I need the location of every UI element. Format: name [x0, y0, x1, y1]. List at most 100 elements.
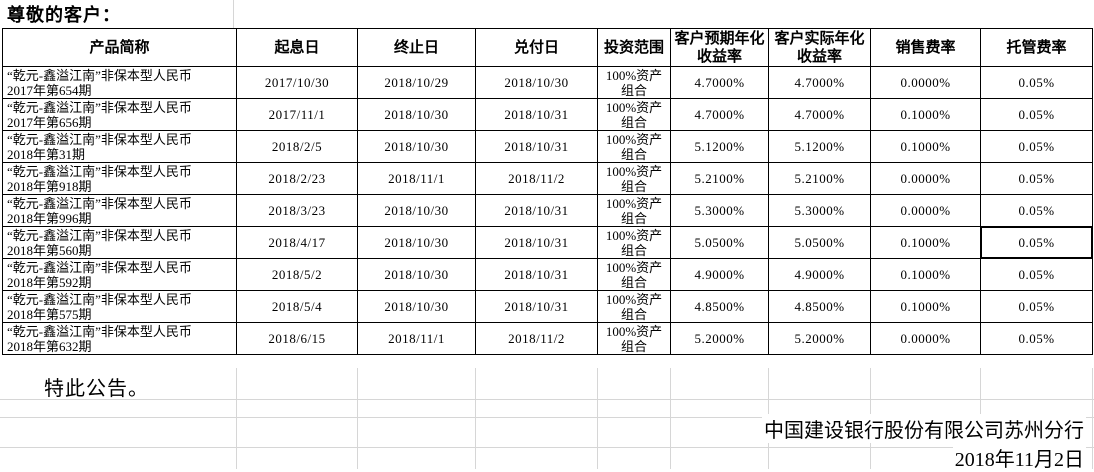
- column-header-expected-yield[interactable]: 客户预期年化收益率: [670, 28, 769, 67]
- actual-yield-cell[interactable]: 5.2000%: [768, 322, 871, 355]
- custody-fee-cell[interactable]: 0.05%: [980, 130, 1093, 163]
- product-name-cell[interactable]: “乾元-鑫溢江南”非保本型人民币 2018年第575期: [2, 290, 237, 323]
- custody-fee-cell[interactable]: 0.05%: [980, 258, 1093, 291]
- column-header-value-date[interactable]: 起息日: [236, 28, 358, 67]
- end-date-cell[interactable]: 2018/10/30: [357, 98, 476, 131]
- actual-yield-cell[interactable]: 4.9000%: [768, 258, 871, 291]
- sales-fee-cell[interactable]: 0.1000%: [870, 98, 981, 131]
- payment-date-cell[interactable]: 2018/10/31: [475, 290, 598, 323]
- investment-scope-cell[interactable]: 100%资产 组合: [597, 194, 671, 227]
- payment-date-cell[interactable]: 2018/10/31: [475, 98, 598, 131]
- sales-fee-cell[interactable]: 0.0000%: [870, 66, 981, 99]
- actual-yield-cell[interactable]: 4.7000%: [768, 66, 871, 99]
- gridline-vertical: [236, 368, 237, 469]
- investment-scope-cell[interactable]: 100%资产 组合: [597, 290, 671, 323]
- sales-fee-cell[interactable]: 0.0000%: [870, 194, 981, 227]
- table-row: “乾元-鑫溢江南”非保本型人民币 2018年第560期 2018/4/17 2018…: [2, 226, 1093, 259]
- column-header-payment-date[interactable]: 兑付日: [475, 28, 598, 67]
- column-header-end-date[interactable]: 终止日: [357, 28, 476, 67]
- end-date-cell[interactable]: 2018/10/29: [357, 66, 476, 99]
- custody-fee-cell[interactable]: 0.05%: [980, 226, 1093, 259]
- custody-fee-cell[interactable]: 0.05%: [980, 162, 1093, 195]
- column-header-sales-fee[interactable]: 销售费率: [870, 28, 981, 67]
- actual-yield-cell[interactable]: 5.1200%: [768, 130, 871, 163]
- value-date-cell[interactable]: 2017/10/30: [236, 66, 358, 99]
- payment-date-cell[interactable]: 2018/11/2: [475, 322, 598, 355]
- issue-date: 2018年11月2日: [952, 443, 1086, 472]
- expected-yield-cell[interactable]: 5.0500%: [670, 226, 769, 259]
- sales-fee-cell[interactable]: 0.0000%: [870, 322, 981, 355]
- end-date-cell[interactable]: 2018/10/30: [357, 226, 476, 259]
- sales-fee-cell[interactable]: 0.1000%: [870, 130, 981, 163]
- payment-date-cell[interactable]: 2018/10/31: [475, 194, 598, 227]
- product-name-cell[interactable]: “乾元-鑫溢江南”非保本型人民币 2017年第654期: [2, 66, 237, 99]
- payment-date-cell[interactable]: 2018/10/31: [475, 130, 598, 163]
- expected-yield-cell[interactable]: 4.9000%: [670, 258, 769, 291]
- investment-scope-cell[interactable]: 100%资产 组合: [597, 162, 671, 195]
- end-date-cell[interactable]: 2018/10/30: [357, 258, 476, 291]
- end-date-cell[interactable]: 2018/10/30: [357, 130, 476, 163]
- product-name-cell[interactable]: “乾元-鑫溢江南”非保本型人民币 2017年第656期: [2, 98, 237, 131]
- gridline-vertical: [597, 368, 598, 469]
- end-date-cell[interactable]: 2018/10/30: [357, 290, 476, 323]
- column-header-custody-fee[interactable]: 托管费率: [980, 28, 1093, 67]
- actual-yield-cell[interactable]: 5.0500%: [768, 226, 871, 259]
- expected-yield-cell[interactable]: 4.8500%: [670, 290, 769, 323]
- investment-scope-cell[interactable]: 100%资产 组合: [597, 66, 671, 99]
- custody-fee-cell[interactable]: 0.05%: [980, 194, 1093, 227]
- column-header-actual-yield[interactable]: 客户实际年化收益率: [768, 28, 871, 67]
- gridline-vertical: [1092, 368, 1093, 469]
- end-date-cell[interactable]: 2018/11/1: [357, 162, 476, 195]
- expected-yield-cell[interactable]: 4.7000%: [670, 98, 769, 131]
- gridline-vertical: [357, 368, 358, 469]
- value-date-cell[interactable]: 2018/5/4: [236, 290, 358, 323]
- actual-yield-cell[interactable]: 5.3000%: [768, 194, 871, 227]
- custody-fee-cell[interactable]: 0.05%: [980, 322, 1093, 355]
- sales-fee-cell[interactable]: 0.1000%: [870, 290, 981, 323]
- sales-fee-cell[interactable]: 0.0000%: [870, 162, 981, 195]
- product-name-cell[interactable]: “乾元-鑫溢江南”非保本型人民币 2018年第592期: [2, 258, 237, 291]
- end-date-cell[interactable]: 2018/10/30: [357, 194, 476, 227]
- column-header-product-name[interactable]: 产品简称: [2, 28, 237, 67]
- investment-scope-cell[interactable]: 100%资产 组合: [597, 322, 671, 355]
- actual-yield-cell[interactable]: 4.7000%: [768, 98, 871, 131]
- investment-scope-cell[interactable]: 100%资产 组合: [597, 130, 671, 163]
- table-row: “乾元-鑫溢江南”非保本型人民币 2017年第654期 2017/10/30 201…: [2, 66, 1093, 99]
- end-date-cell[interactable]: 2018/11/1: [357, 322, 476, 355]
- value-date-cell[interactable]: 2018/6/15: [236, 322, 358, 355]
- investment-scope-cell[interactable]: 100%资产 组合: [597, 98, 671, 131]
- value-date-cell[interactable]: 2018/3/23: [236, 194, 358, 227]
- payment-date-cell[interactable]: 2018/10/31: [475, 226, 598, 259]
- expected-yield-cell[interactable]: 5.1200%: [670, 130, 769, 163]
- product-name-cell[interactable]: “乾元-鑫溢江南”非保本型人民币 2018年第918期: [2, 162, 237, 195]
- payment-date-cell[interactable]: 2018/11/2: [475, 162, 598, 195]
- investment-scope-cell[interactable]: 100%资产 组合: [597, 226, 671, 259]
- value-date-cell[interactable]: 2018/4/17: [236, 226, 358, 259]
- product-name-cell[interactable]: “乾元-鑫溢江南”非保本型人民币 2018年第632期: [2, 322, 237, 355]
- custody-fee-cell[interactable]: 0.05%: [980, 98, 1093, 131]
- product-name-cell[interactable]: “乾元-鑫溢江南”非保本型人民币 2018年第31期: [2, 130, 237, 163]
- payment-date-cell[interactable]: 2018/10/30: [475, 66, 598, 99]
- expected-yield-cell[interactable]: 5.3000%: [670, 194, 769, 227]
- table-row: “乾元-鑫溢江南”非保本型人民币 2018年第575期 2018/5/4 2018/…: [2, 290, 1093, 323]
- gridline-horizontal: [0, 447, 1094, 448]
- investment-scope-cell[interactable]: 100%资产 组合: [597, 258, 671, 291]
- value-date-cell[interactable]: 2018/2/5: [236, 130, 358, 163]
- custody-fee-cell[interactable]: 0.05%: [980, 66, 1093, 99]
- actual-yield-cell[interactable]: 5.2100%: [768, 162, 871, 195]
- column-header-investment-scope[interactable]: 投资范围: [597, 28, 671, 67]
- sales-fee-cell[interactable]: 0.1000%: [870, 226, 981, 259]
- product-name-cell[interactable]: “乾元-鑫溢江南”非保本型人民币 2018年第996期: [2, 194, 237, 227]
- value-date-cell[interactable]: 2018/5/2: [236, 258, 358, 291]
- payment-date-cell[interactable]: 2018/10/31: [475, 258, 598, 291]
- expected-yield-cell[interactable]: 5.2100%: [670, 162, 769, 195]
- expected-yield-cell[interactable]: 5.2000%: [670, 322, 769, 355]
- expected-yield-cell[interactable]: 4.7000%: [670, 66, 769, 99]
- custody-fee-cell[interactable]: 0.05%: [980, 290, 1093, 323]
- product-name-cell[interactable]: “乾元-鑫溢江南”非保本型人民币 2018年第560期: [2, 226, 237, 259]
- sales-fee-cell[interactable]: 0.1000%: [870, 258, 981, 291]
- actual-yield-cell[interactable]: 4.8500%: [768, 290, 871, 323]
- value-date-cell[interactable]: 2017/11/1: [236, 98, 358, 131]
- value-date-cell[interactable]: 2018/2/23: [236, 162, 358, 195]
- gridline-vertical: [670, 368, 671, 469]
